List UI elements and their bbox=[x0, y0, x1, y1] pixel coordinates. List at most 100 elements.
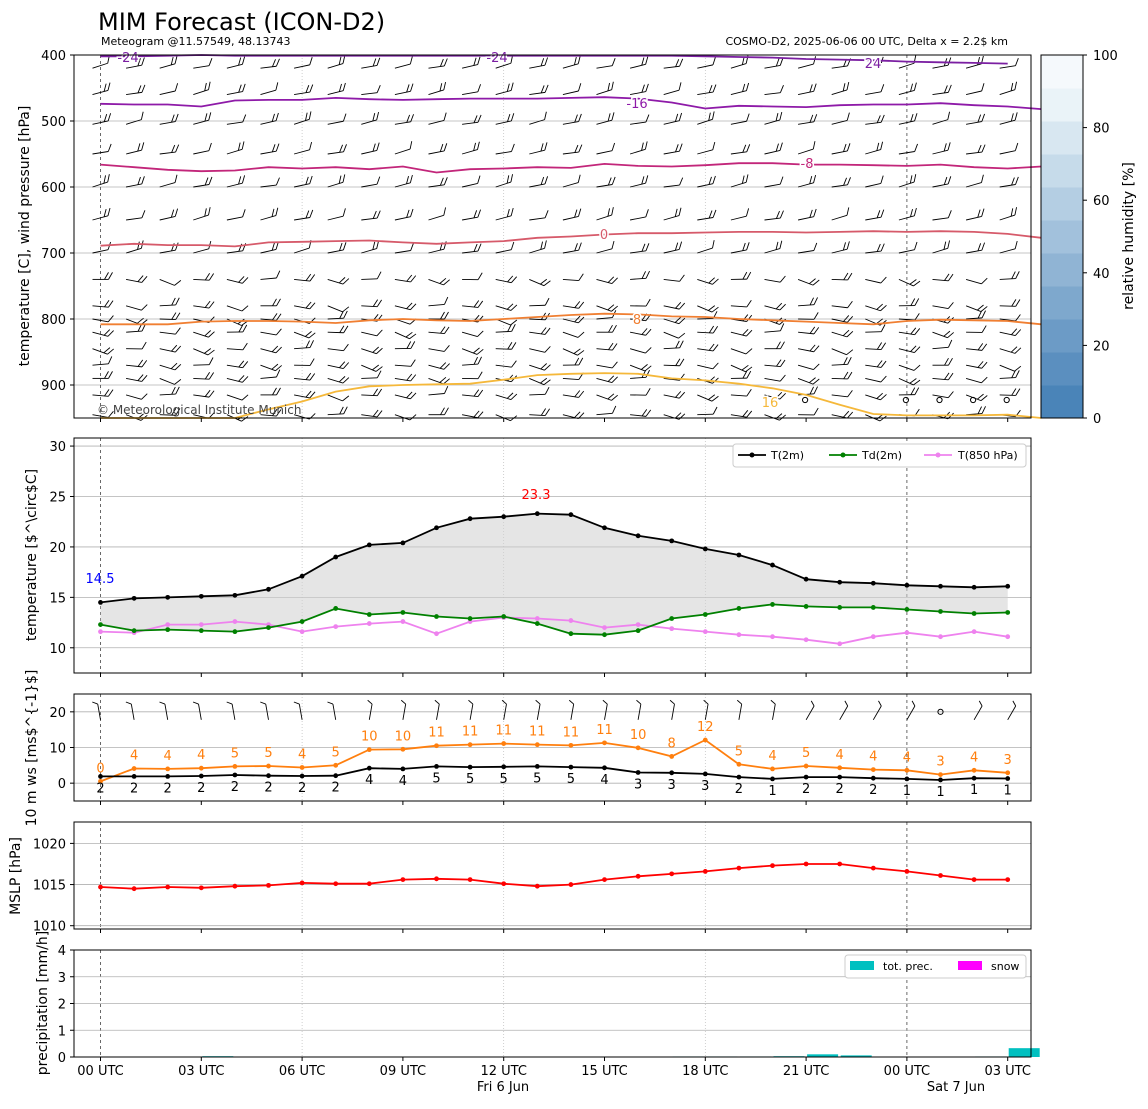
wind-barb bbox=[227, 358, 248, 368]
wind-barb bbox=[1003, 701, 1017, 720]
wind-barb bbox=[294, 371, 315, 380]
time-tick-label: 03 UTC bbox=[984, 1064, 1030, 1079]
wind-barb bbox=[630, 271, 650, 279]
wind-barb bbox=[966, 358, 987, 369]
wind-barb bbox=[159, 298, 179, 306]
wind-barb bbox=[597, 325, 617, 332]
wind-barb bbox=[260, 59, 281, 68]
wind-barb bbox=[763, 143, 784, 154]
wind-barb bbox=[191, 82, 212, 95]
gust-label: 10 bbox=[630, 728, 647, 743]
wind-barb bbox=[999, 271, 1019, 279]
wind-barb bbox=[293, 210, 314, 220]
mslp-point bbox=[367, 881, 372, 886]
mslp-point bbox=[972, 877, 977, 882]
wind-barb bbox=[562, 114, 583, 124]
calm-wind-circle bbox=[903, 397, 908, 402]
wind-barb bbox=[496, 388, 517, 401]
wind-barb bbox=[528, 210, 549, 220]
mean-wind-point bbox=[199, 774, 204, 779]
wind-barb bbox=[662, 82, 683, 94]
isotherm-label: 0 bbox=[600, 228, 608, 243]
mean-wind-label: 2 bbox=[231, 780, 239, 795]
t2m-point bbox=[165, 595, 170, 600]
mean-wind-point bbox=[300, 774, 305, 779]
gust-label: 5 bbox=[735, 744, 743, 759]
wind-barb bbox=[966, 325, 986, 332]
wind-barb bbox=[160, 325, 181, 334]
gust-label: 10 bbox=[361, 730, 378, 745]
wind-barb bbox=[429, 342, 450, 352]
isotherm-label: 8 bbox=[633, 313, 641, 328]
gust-point bbox=[837, 765, 842, 770]
mean-wind-point bbox=[770, 776, 775, 781]
wind-barb bbox=[696, 210, 717, 220]
wind-barb bbox=[730, 114, 751, 125]
wind-barb bbox=[395, 341, 415, 348]
wind-barb bbox=[798, 325, 819, 334]
gust-point bbox=[132, 766, 137, 771]
gust-label: 12 bbox=[697, 720, 714, 735]
gust-point bbox=[669, 754, 674, 759]
td2m-point bbox=[669, 616, 674, 621]
gust-label: 4 bbox=[164, 749, 172, 764]
t2m-point bbox=[98, 600, 103, 605]
wind-barb bbox=[462, 272, 482, 279]
wind-barb bbox=[496, 358, 517, 367]
wind-barb bbox=[192, 177, 213, 187]
wind-barb bbox=[259, 144, 280, 154]
mslp-point bbox=[938, 873, 943, 878]
y-tick-label: 1020 bbox=[33, 837, 66, 852]
wind-barb bbox=[798, 342, 819, 353]
td2m-point bbox=[266, 625, 271, 630]
wind-barb bbox=[597, 358, 618, 368]
wind-barb bbox=[462, 357, 482, 365]
gust-point bbox=[804, 764, 809, 769]
wind-barb bbox=[566, 700, 574, 720]
td2m-point bbox=[569, 631, 574, 636]
wind-barbs-surface bbox=[92, 700, 1017, 720]
t850-point bbox=[972, 629, 977, 634]
mean-wind-point bbox=[165, 774, 170, 779]
t2m-point bbox=[871, 581, 876, 586]
wind-barb bbox=[697, 388, 718, 402]
wind-barb bbox=[796, 175, 817, 187]
gust-label: 4 bbox=[836, 748, 844, 763]
wind-barb bbox=[832, 312, 853, 323]
wind-barb bbox=[563, 358, 583, 365]
wind-barb bbox=[91, 113, 112, 124]
wind-barb bbox=[158, 114, 179, 124]
wind-barb bbox=[562, 243, 583, 253]
wind-barb bbox=[260, 271, 281, 280]
mslp-point bbox=[233, 884, 238, 889]
wind-barb bbox=[697, 358, 718, 369]
wind-barb bbox=[361, 272, 381, 280]
wind-barb bbox=[664, 326, 685, 340]
wind-barb bbox=[527, 112, 548, 125]
t850-point bbox=[165, 622, 170, 627]
wind-barb bbox=[563, 326, 584, 339]
t2m-point bbox=[333, 555, 338, 560]
wind-barb bbox=[930, 112, 951, 125]
t2m-point bbox=[266, 587, 271, 592]
gust-point bbox=[770, 767, 775, 772]
t2m-point bbox=[468, 516, 473, 521]
colorbar-tick-label: 20 bbox=[1093, 339, 1110, 354]
wind-barb bbox=[359, 112, 380, 124]
wind-barb bbox=[193, 326, 214, 339]
wind-barb bbox=[594, 207, 615, 220]
wind-barb bbox=[629, 243, 650, 253]
mslp-point bbox=[703, 869, 708, 874]
wind-barb bbox=[830, 207, 851, 220]
wind-barb bbox=[393, 209, 414, 220]
mslp-point bbox=[737, 866, 742, 871]
wind-barb bbox=[864, 115, 885, 124]
wind-barb bbox=[460, 142, 481, 154]
wind-barb bbox=[998, 143, 1019, 154]
wind-barb bbox=[494, 208, 515, 220]
time-tick-label: 12 UTC bbox=[480, 1064, 526, 1079]
wind-barb bbox=[395, 358, 415, 366]
t850-point bbox=[804, 637, 809, 642]
gust-point bbox=[569, 743, 574, 748]
